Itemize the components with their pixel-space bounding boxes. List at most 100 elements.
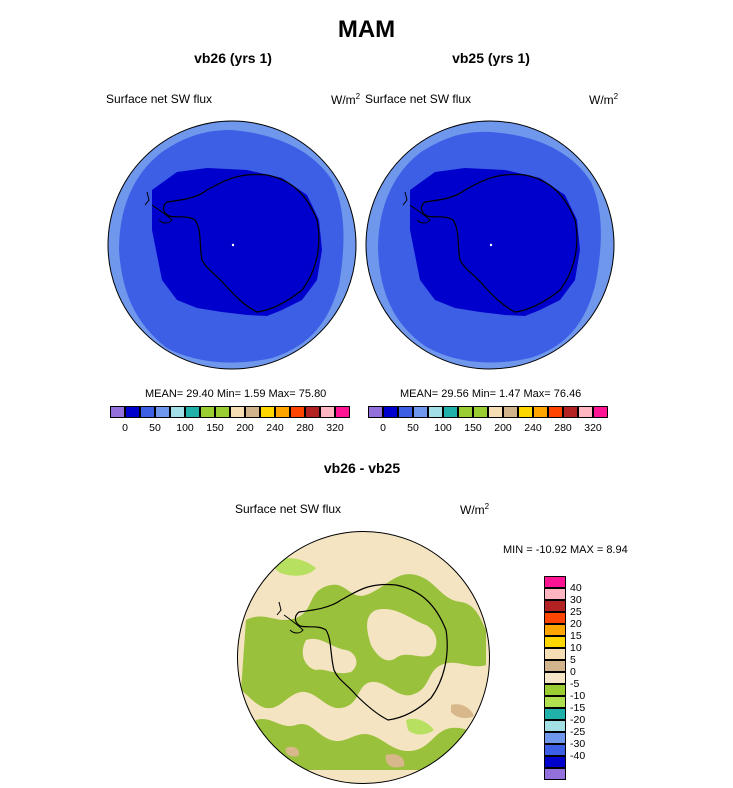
colorbar-box — [443, 406, 458, 418]
colorbar-box — [275, 406, 290, 418]
colorbar-tick-label: 100 — [434, 422, 452, 434]
panel-2-variable-label: Surface net SW flux — [365, 92, 472, 106]
colorbar-tick-label: 0 — [122, 422, 128, 434]
colorbar-box — [544, 708, 566, 720]
panel-1-title: vb26 (yrs 1) — [194, 50, 272, 66]
colorbar-tick-label: 0 — [380, 422, 386, 434]
colorbar-box — [290, 406, 305, 418]
colorbar-box — [544, 684, 566, 696]
panel-2-colorbar-boxes — [368, 406, 608, 418]
colorbar-box — [368, 406, 383, 418]
panel-2-units-label: W/m2 — [589, 92, 619, 107]
panel-2-title: vb25 (yrs 1) — [452, 50, 530, 66]
colorbar-box — [544, 744, 566, 756]
colorbar-box — [544, 672, 566, 684]
colorbar-box — [320, 406, 335, 418]
colorbar-box — [185, 406, 200, 418]
colorbar-box — [544, 696, 566, 708]
colorbar-box — [110, 406, 125, 418]
colorbar-box — [544, 600, 566, 612]
diff-colorbar-ticks: 40 30 25 20 15 10 5 0 -5 -10 -15 -20 -25 -30 -40 — [570, 576, 610, 786]
colorbar-box — [544, 732, 566, 744]
colorbar-box — [544, 768, 566, 780]
colorbar-box — [518, 406, 533, 418]
colorbar-box — [125, 406, 140, 418]
colorbar-tick-label: 20 — [570, 618, 582, 630]
colorbar-tick-label: 200 — [236, 422, 254, 434]
colorbar-box — [260, 406, 275, 418]
colorbar-box — [428, 406, 443, 418]
colorbar-box — [398, 406, 413, 418]
diff-units-label: W/m2 — [460, 502, 490, 517]
colorbar-box — [544, 660, 566, 672]
colorbar-box — [170, 406, 185, 418]
panel-2-stats: MEAN= 29.56 Min= 1.47 Max= 76.46 — [400, 388, 582, 400]
colorbar-box — [458, 406, 473, 418]
colorbar-box — [544, 756, 566, 768]
diff-colorbar — [544, 576, 566, 780]
diff-map — [237, 531, 490, 784]
panel-1-colorbar-ticks: 0 50 100 150 200 240 280 320 — [110, 418, 350, 434]
colorbar-tick-label: -25 — [570, 726, 586, 738]
colorbar-box — [544, 576, 566, 588]
colorbar-box — [544, 624, 566, 636]
colorbar-box — [383, 406, 398, 418]
panel-2-colorbar: 0 50 100 150 200 240 280 320 — [368, 406, 608, 434]
colorbar-tick-label: 10 — [570, 642, 582, 654]
colorbar-tick-label: 25 — [570, 606, 582, 618]
panel-1-units-label: W/m2 — [331, 92, 361, 107]
colorbar-tick-label: 150 — [464, 422, 482, 434]
colorbar-tick-label: -20 — [570, 714, 586, 726]
colorbar-box — [544, 720, 566, 732]
colorbar-tick-label: 320 — [584, 422, 602, 434]
colorbar-box — [503, 406, 518, 418]
colorbar-box — [593, 406, 608, 418]
colorbar-box — [215, 406, 230, 418]
panel-1-colorbar: 0 50 100 150 200 240 280 320 — [110, 406, 350, 434]
diff-minmax: MIN = -10.92 MAX = 8.94 — [503, 544, 628, 556]
page-title: MAM — [337, 16, 396, 43]
colorbar-box — [578, 406, 593, 418]
colorbar-box — [245, 406, 260, 418]
panel-1-colorbar-boxes — [110, 406, 350, 418]
colorbar-tick-label: 240 — [266, 422, 284, 434]
colorbar-box — [544, 612, 566, 624]
colorbar-box — [544, 588, 566, 600]
colorbar-tick-label: 200 — [494, 422, 512, 434]
colorbar-tick-label: 40 — [570, 582, 582, 594]
colorbar-box — [533, 406, 548, 418]
colorbar-tick-label: 320 — [326, 422, 344, 434]
colorbar-tick-label: -5 — [570, 678, 580, 690]
colorbar-tick-label: 50 — [149, 422, 161, 434]
colorbar-tick-label: 5 — [570, 654, 576, 666]
colorbar-box — [335, 406, 350, 418]
colorbar-tick-label: 150 — [206, 422, 224, 434]
colorbar-box — [544, 648, 566, 660]
colorbar-tick-label: -30 — [570, 738, 586, 750]
colorbar-tick-label: 50 — [407, 422, 419, 434]
colorbar-box — [544, 636, 566, 648]
colorbar-box — [413, 406, 428, 418]
colorbar-tick-label: 30 — [570, 594, 582, 606]
colorbar-box — [563, 406, 578, 418]
colorbar-tick-label: 15 — [570, 630, 582, 642]
colorbar-box — [473, 406, 488, 418]
panel-2-map — [365, 120, 615, 370]
colorbar-tick-label: 0 — [570, 666, 576, 678]
colorbar-box — [155, 406, 170, 418]
panel-1-variable-label: Surface net SW flux — [106, 92, 213, 106]
panel-1-stats: MEAN= 29.40 Min= 1.59 Max= 75.80 — [145, 388, 327, 400]
colorbar-box — [548, 406, 563, 418]
colorbar-box — [230, 406, 245, 418]
panel-1-map — [107, 120, 357, 370]
colorbar-box — [140, 406, 155, 418]
colorbar-tick-label: -15 — [570, 702, 586, 714]
colorbar-box — [488, 406, 503, 418]
diff-colorbar-boxes — [544, 576, 566, 780]
colorbar-tick-label: 280 — [296, 422, 314, 434]
colorbar-tick-label: 280 — [554, 422, 572, 434]
colorbar-tick-label: 240 — [524, 422, 542, 434]
colorbar-tick-label: -40 — [570, 750, 586, 762]
colorbar-tick-label: 100 — [176, 422, 194, 434]
diff-title: vb26 - vb25 — [323, 460, 401, 476]
